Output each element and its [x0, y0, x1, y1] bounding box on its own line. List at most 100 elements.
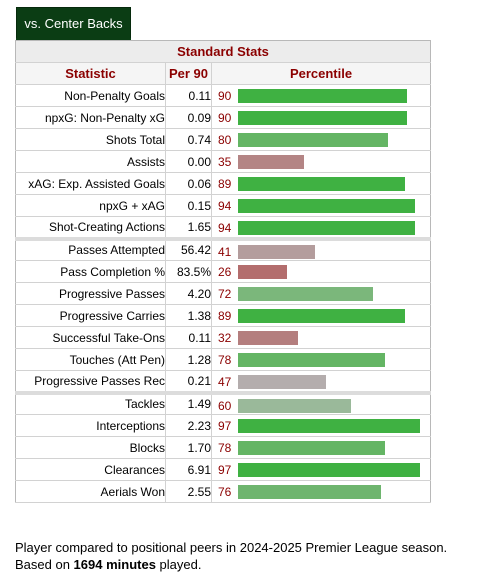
stat-per90: 0.11	[165, 84, 212, 107]
stat-percentile-cell: 97	[211, 414, 431, 437]
header-per90[interactable]: Per 90	[165, 62, 212, 85]
stat-percentile-cell: 60	[211, 390, 431, 415]
stat-percentile-cell: 26	[211, 260, 431, 283]
percentile-value: 26	[218, 265, 232, 279]
percentile-value: 78	[218, 353, 232, 367]
percentile-bar	[238, 221, 415, 235]
stat-percentile-cell: 97	[211, 458, 431, 481]
percentile-bar	[238, 199, 415, 213]
stat-per90: 0.09	[165, 106, 212, 129]
header-percentile[interactable]: Percentile	[211, 62, 431, 85]
table-title: Standard Stats	[15, 40, 431, 63]
stat-name[interactable]: Aerials Won	[15, 480, 166, 503]
stat-percentile-cell: 78	[211, 436, 431, 459]
percentile-value: 94	[218, 221, 232, 235]
stat-percentile-cell: 72	[211, 282, 431, 305]
stat-name[interactable]: Tackles	[15, 390, 166, 415]
percentile-bar	[238, 331, 298, 345]
percentile-value: 80	[218, 133, 232, 147]
percentile-bar	[238, 265, 287, 279]
percentile-value: 97	[218, 463, 232, 477]
tab-underline	[16, 38, 131, 40]
stat-per90: 56.42	[165, 236, 212, 261]
percentile-bar	[238, 398, 351, 413]
table-row: Assists 0.00 35	[15, 150, 431, 173]
percentile-value: 32	[218, 331, 232, 345]
stat-per90: 0.21	[165, 370, 212, 393]
stat-per90: 1.49	[165, 390, 212, 415]
stat-name[interactable]: Blocks	[15, 436, 166, 459]
stat-per90: 1.28	[165, 348, 212, 371]
stat-name[interactable]: Touches (Att Pen)	[15, 348, 166, 371]
table-row: npxG + xAG 0.15 94	[15, 194, 431, 217]
stat-per90: 0.11	[165, 326, 212, 349]
stats-table: Standard Stats Statistic Per 90 Percenti…	[15, 40, 432, 503]
header-statistic[interactable]: Statistic	[15, 62, 166, 85]
stat-name[interactable]: Successful Take-Ons	[15, 326, 166, 349]
stats-rows: Non-Penalty Goals 0.11 90 npxG: Non-Penalty…	[15, 84, 431, 503]
percentile-value: 41	[218, 244, 232, 259]
percentile-value: 35	[218, 155, 232, 169]
stat-name[interactable]: Shots Total	[15, 128, 166, 151]
stat-percentile-cell: 76	[211, 480, 431, 503]
stat-per90: 0.00	[165, 150, 212, 173]
stat-per90: 2.23	[165, 414, 212, 437]
stat-name[interactable]: xAG: Exp. Assisted Goals	[15, 172, 166, 195]
stat-name[interactable]: Progressive Carries	[15, 304, 166, 327]
percentile-value: 90	[218, 89, 232, 103]
percentile-bar	[238, 287, 373, 301]
table-row: Touches (Att Pen) 1.28 78	[15, 348, 431, 371]
table-row: Blocks 1.70 78	[15, 436, 431, 459]
stat-per90: 83.5%	[165, 260, 212, 283]
stat-percentile-cell: 90	[211, 84, 431, 107]
percentile-value: 89	[218, 309, 232, 323]
percentile-bar	[238, 89, 407, 103]
table-row: Progressive Passes Rec 0.21 47	[15, 370, 431, 393]
footer-note: Player compared to positional peers in 2…	[15, 539, 447, 573]
tab-vs-center-backs[interactable]: vs. Center Backs	[16, 7, 131, 39]
stat-name[interactable]: Shot-Creating Actions	[15, 216, 166, 239]
stat-percentile-cell: 94	[211, 216, 431, 239]
percentile-bar	[238, 375, 326, 389]
percentile-bar	[238, 155, 304, 169]
percentile-bar	[238, 133, 388, 147]
table-row: Passes Attempted 56.42 41	[15, 236, 431, 261]
stat-name[interactable]: Pass Completion %	[15, 260, 166, 283]
stat-per90: 0.15	[165, 194, 212, 217]
table-row: Clearances 6.91 97	[15, 458, 431, 481]
percentile-bar	[238, 244, 315, 259]
stat-percentile-cell: 78	[211, 348, 431, 371]
table-row: Pass Completion % 83.5% 26	[15, 260, 431, 283]
percentile-value: 97	[218, 419, 232, 433]
table-row: Non-Penalty Goals 0.11 90	[15, 84, 431, 107]
percentile-bar	[238, 353, 385, 367]
footer-suffix: played.	[155, 557, 202, 572]
stat-percentile-cell: 80	[211, 128, 431, 151]
stat-name[interactable]: Clearances	[15, 458, 166, 481]
stat-name[interactable]: npxG + xAG	[15, 194, 166, 217]
stat-percentile-cell: 94	[211, 194, 431, 217]
stat-percentile-cell: 90	[211, 106, 431, 129]
stat-per90: 1.70	[165, 436, 212, 459]
percentile-bar	[238, 309, 405, 323]
percentile-bar	[238, 485, 381, 499]
stat-name[interactable]: Progressive Passes Rec	[15, 370, 166, 393]
stat-name[interactable]: Progressive Passes	[15, 282, 166, 305]
stat-name[interactable]: npxG: Non-Penalty xG	[15, 106, 166, 129]
percentile-value: 47	[218, 375, 232, 389]
percentile-value: 72	[218, 287, 232, 301]
stat-percentile-cell: 32	[211, 326, 431, 349]
stat-name[interactable]: Passes Attempted	[15, 236, 166, 261]
stat-per90: 1.38	[165, 304, 212, 327]
stat-name[interactable]: Non-Penalty Goals	[15, 84, 166, 107]
stat-name[interactable]: Assists	[15, 150, 166, 173]
table-row: Progressive Carries 1.38 89	[15, 304, 431, 327]
percentile-value: 60	[218, 398, 232, 413]
stat-percentile-cell: 47	[211, 370, 431, 393]
table-row: Shot-Creating Actions 1.65 94	[15, 216, 431, 239]
table-row: Shots Total 0.74 80	[15, 128, 431, 151]
table-row: Aerials Won 2.55 76	[15, 480, 431, 503]
stat-name[interactable]: Interceptions	[15, 414, 166, 437]
stat-percentile-cell: 41	[211, 236, 431, 261]
table-row: Interceptions 2.23 97	[15, 414, 431, 437]
